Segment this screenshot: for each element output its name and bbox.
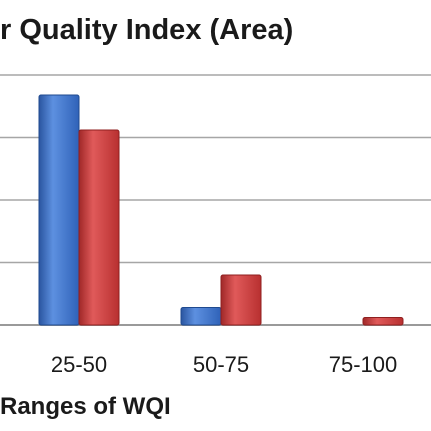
chart-title: r Quality Index (Area) (0, 14, 294, 46)
bar-25-50-series-1 (38, 94, 80, 326)
bar-75-100-series-2 (362, 317, 404, 326)
x-tick-label: 50-75 (193, 352, 249, 377)
bar-50-75-series-2 (220, 274, 262, 326)
x-axis-label: Ranges of WQI (0, 393, 171, 420)
bar-25-50-series-2 (78, 129, 120, 326)
x-tick-label: 75-100 (329, 352, 398, 377)
x-tick-label: 25-50 (51, 352, 107, 377)
bar-50-75-series-1 (180, 307, 222, 326)
